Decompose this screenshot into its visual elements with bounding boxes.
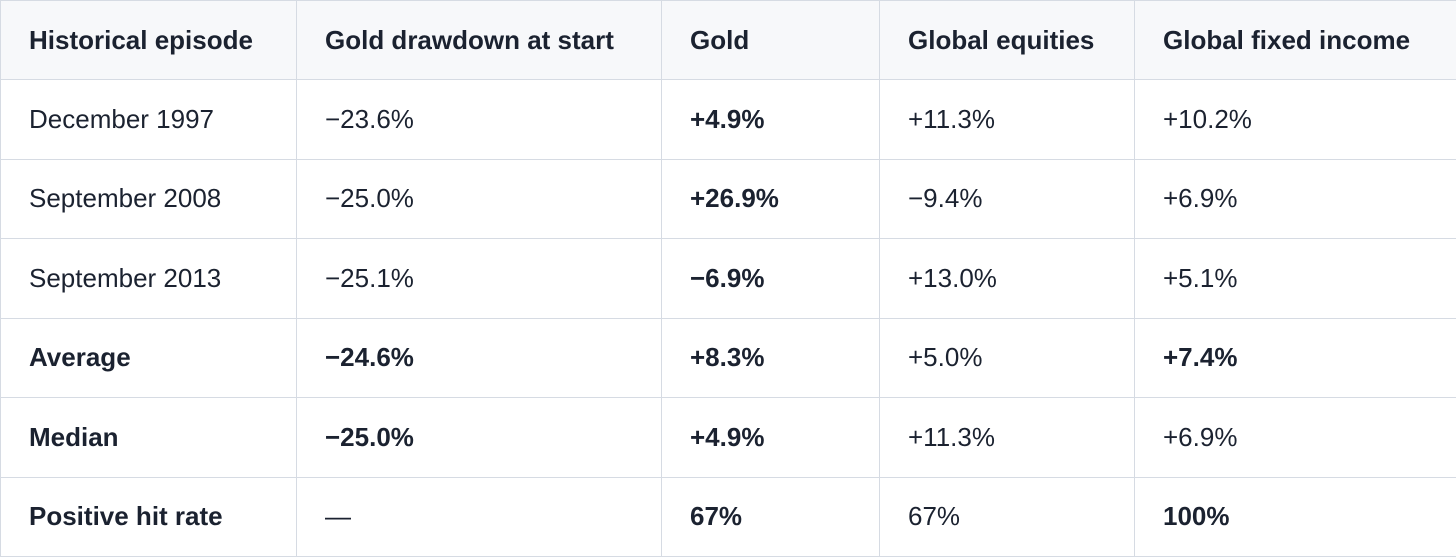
drawdown-cell: −24.6% — [296, 317, 662, 398]
gold-cell: +26.9% — [661, 158, 880, 239]
table-row: December 1997 −23.6% +4.9% +11.3% +10.2% — [0, 79, 1456, 160]
fixed-income-cell: +7.4% — [1134, 317, 1456, 398]
table-row-hit-rate: Positive hit rate — 67% 67% 100% — [0, 476, 1456, 557]
equities-cell: −9.4% — [879, 158, 1135, 239]
fixed-income-cell: +6.9% — [1134, 158, 1456, 239]
fixed-income-cell: 100% — [1134, 476, 1456, 557]
header-historical-episode: Historical episode — [0, 0, 297, 80]
gold-cell: +4.9% — [661, 397, 880, 478]
table-row-median: Median −25.0% +4.9% +11.3% +6.9% — [0, 397, 1456, 478]
drawdown-cell: — — [296, 476, 662, 557]
equities-cell: +11.3% — [879, 79, 1135, 160]
gold-cell: −6.9% — [661, 238, 880, 319]
header-global-fixed-income: Global fixed income — [1134, 0, 1456, 80]
drawdown-cell: −25.0% — [296, 397, 662, 478]
episode-cell: Positive hit rate — [0, 476, 297, 557]
header-row: Historical episode Gold drawdown at star… — [0, 0, 1456, 80]
table-row: September 2008 −25.0% +26.9% −9.4% +6.9% — [0, 158, 1456, 239]
fixed-income-cell: +6.9% — [1134, 397, 1456, 478]
equities-cell: +5.0% — [879, 317, 1135, 398]
drawdown-cell: −25.0% — [296, 158, 662, 239]
gold-cell: +8.3% — [661, 317, 880, 398]
equities-cell: +11.3% — [879, 397, 1135, 478]
drawdown-cell: −25.1% — [296, 238, 662, 319]
header-gold-drawdown: Gold drawdown at start — [296, 0, 662, 80]
header-gold: Gold — [661, 0, 880, 80]
episode-cell: Median — [0, 397, 297, 478]
drawdown-cell: −23.6% — [296, 79, 662, 160]
table-row-average: Average −24.6% +8.3% +5.0% +7.4% — [0, 317, 1456, 398]
table-row: September 2013 −25.1% −6.9% +13.0% +5.1% — [0, 238, 1456, 319]
episode-cell: September 2008 — [0, 158, 297, 239]
episode-cell: September 2013 — [0, 238, 297, 319]
fixed-income-cell: +10.2% — [1134, 79, 1456, 160]
equities-cell: +13.0% — [879, 238, 1135, 319]
gold-cell: 67% — [661, 476, 880, 557]
episode-cell: Average — [0, 317, 297, 398]
episode-cell: December 1997 — [0, 79, 297, 160]
gold-cell: +4.9% — [661, 79, 880, 160]
header-global-equities: Global equities — [879, 0, 1135, 80]
fixed-income-cell: +5.1% — [1134, 238, 1456, 319]
equities-cell: 67% — [879, 476, 1135, 557]
